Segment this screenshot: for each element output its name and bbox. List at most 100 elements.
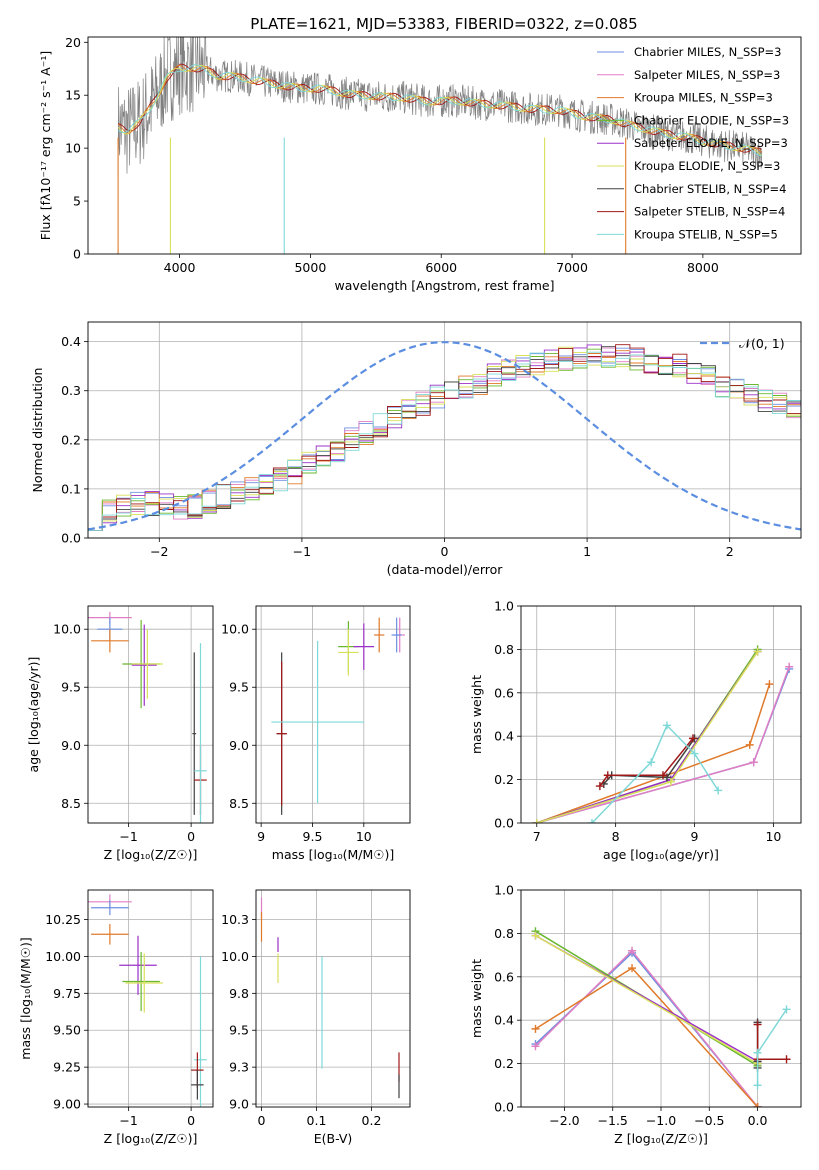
x-tick-label: 0 — [187, 829, 195, 844]
histogram-step-salpeter-stelib — [88, 344, 801, 532]
y-tick-label: 0.3 — [61, 383, 81, 398]
y-tick-label: 9.75 — [53, 986, 81, 1001]
x-tick-label: 6000 — [425, 260, 457, 275]
histogram-step-salpeter-miles — [88, 347, 801, 532]
plot-area-Z-age — [88, 611, 207, 823]
y-tick-label: 9.0 — [229, 1097, 249, 1112]
series-salpeter-elodie — [532, 647, 762, 823]
histogram-step-chabrier-elodie — [88, 348, 801, 532]
x-tick-label: 2 — [726, 544, 734, 559]
y-tick-label: 10.00 — [45, 949, 81, 964]
y-tick-label: 9.5 — [229, 680, 249, 695]
data-point-marker — [662, 721, 671, 730]
legend-label: Chabrier ELODIE, N_SSP=3 — [634, 113, 789, 127]
x-tick-label: 0 — [441, 544, 449, 559]
model-spectrum-line — [117, 63, 762, 153]
axes-frame — [87, 605, 214, 824]
data-point-marker — [587, 819, 596, 823]
data-point-marker — [658, 771, 667, 780]
data-spectrum-line — [117, 37, 763, 175]
errorbar-point — [271, 640, 364, 804]
axes-frame — [255, 605, 411, 824]
x-axis-label: E(B-V) — [314, 1131, 353, 1146]
x-tick-label: 5000 — [294, 260, 326, 275]
y-tick-label: 10.0 — [221, 949, 249, 964]
data-point-marker — [690, 749, 699, 758]
errorbar-point — [131, 629, 163, 699]
axes-frame — [87, 889, 214, 1108]
errorbar-point — [131, 624, 157, 706]
data-point-marker — [782, 1055, 791, 1064]
plot-area-residuals — [88, 341, 801, 532]
data-point-marker — [749, 758, 758, 767]
errorbar-point — [191, 1070, 204, 1100]
y-tick-label: 9.0 — [229, 738, 249, 753]
model-spectrum-line — [117, 64, 762, 157]
y-tick-label: 9.3 — [229, 1060, 249, 1075]
series-salpeter-miles — [532, 662, 794, 823]
y-tick-label: 10.3 — [221, 912, 249, 927]
x-tick-label: 1 — [583, 544, 591, 559]
data-point-marker — [745, 740, 754, 749]
x-tick-label: −1.5 — [598, 1113, 628, 1128]
y-tick-label: 0.8 — [494, 926, 514, 941]
series-chabrier-miles — [532, 664, 794, 823]
x-tick-label: 9.5 — [303, 829, 323, 844]
x-tick-label: 10 — [356, 829, 372, 844]
errorbar-point — [276, 661, 287, 806]
y-axis-label: age [log₁₀(age/yr)] — [26, 657, 41, 773]
legend: Chabrier MILES, N_SSP=3 Salpeter MILES, N… — [597, 45, 789, 241]
errorbar-point — [194, 643, 207, 823]
x-tick-label: −1 — [293, 544, 311, 559]
series-salpeter-stelib — [595, 734, 697, 791]
y-tick-label: 0.2 — [494, 1056, 514, 1071]
y-tick-label: 8.5 — [229, 796, 249, 811]
y-axis-label: mass weight — [469, 959, 484, 1038]
x-tick-label: 0.0 — [748, 1113, 768, 1128]
series-chabrier-miles — [531, 948, 762, 1107]
x-tick-label: 0 — [187, 1113, 195, 1128]
axes-residuals: −2 −1 0 1 2 0.0 0.1 0.2 0.3 0.4 (data-model)/error… — [30, 321, 802, 577]
plot-area-mass-age — [271, 617, 405, 815]
plot-area-Z-mass — [88, 894, 207, 1107]
series-line — [536, 651, 759, 823]
y-tick-label: 0 — [73, 247, 81, 262]
errorbar-point — [91, 923, 129, 945]
legend-label: Chabrier MILES, N_SSP=3 — [634, 45, 781, 59]
series-line — [534, 951, 759, 1107]
axes-mass-age: 9 9.5 10 8.5 9.0 9.5 10.0 mass [log₁₀(M/M☉)] — [221, 605, 411, 862]
x-tick-label: −0.5 — [694, 1113, 724, 1128]
axes-Z-mass: −1 0 9.00 9.25 9.50 9.75 10.00 10.25 Z [log₁₀(Z/… — [18, 889, 214, 1146]
y-axis-label: mass [log₁₀(M/M☉)] — [18, 937, 33, 1059]
x-axis-label: mass [log₁₀(M/M☉)] — [272, 847, 394, 862]
x-tick-label: 8 — [612, 829, 620, 844]
data-point-marker — [688, 734, 697, 743]
y-tick-label: 0.1 — [61, 481, 81, 496]
series-line — [603, 737, 696, 785]
data-point-marker — [753, 647, 762, 656]
x-tick-label: 0 — [258, 1113, 266, 1128]
y-tick-label: 1.0 — [494, 599, 514, 614]
y-tick-label: 9.8 — [229, 986, 249, 1001]
axes-frame — [520, 605, 802, 824]
data-point-marker — [753, 1081, 762, 1090]
x-axis-label: (data-model)/error — [387, 562, 504, 577]
y-tick-label: 0.2 — [494, 772, 514, 787]
data-point-marker — [532, 819, 541, 823]
data-point-marker — [628, 964, 637, 973]
model-spectrum-line — [117, 65, 763, 156]
errorbar-point — [194, 956, 207, 1107]
y-axis-label: Normed distribution — [30, 368, 45, 493]
axes-frame — [87, 36, 802, 255]
legend-label: Salpeter STELIB, N_SSP=4 — [634, 205, 785, 219]
series-line — [756, 1008, 788, 1086]
axes-Z-age: −1 0 8.5 9.0 9.5 10.0 Z [log₁₀(Z/Z☉)] age [log₁… — [26, 605, 214, 862]
y-tick-label: 10.25 — [45, 912, 81, 927]
errorbar-point — [353, 623, 375, 670]
x-axis-label: Z [log₁₀(Z/Z☉)] — [104, 1131, 198, 1146]
axes-frame — [255, 889, 411, 1108]
y-tick-label: 10.0 — [221, 622, 249, 637]
y-axis-label: Flux [fλ10⁻¹⁷ erg cm⁻² s⁻¹ A⁻¹] — [38, 51, 53, 240]
y-tick-label: 9.0 — [61, 738, 81, 753]
figure-title: PLATE=1621, MJD=53383, FIBERID=0322, z=0… — [250, 15, 637, 33]
